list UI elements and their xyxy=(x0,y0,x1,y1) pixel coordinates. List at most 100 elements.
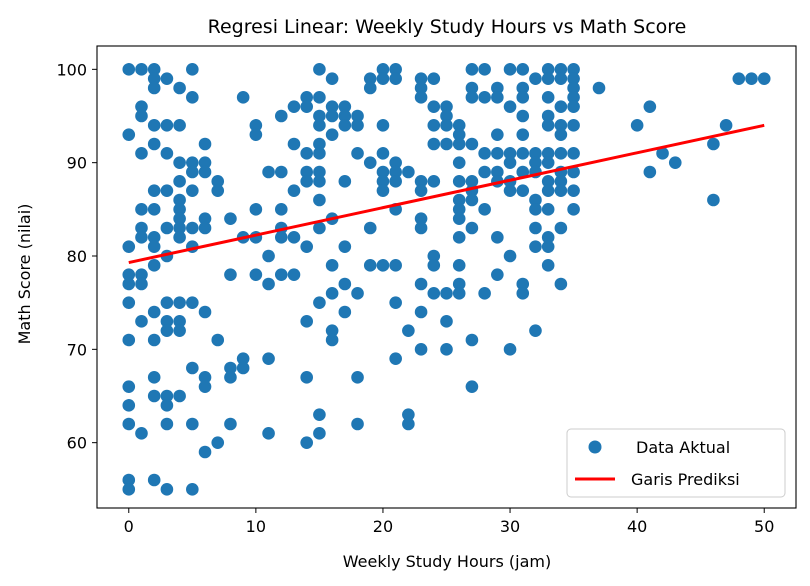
data-point xyxy=(541,203,555,216)
data-point xyxy=(732,72,746,85)
data-point xyxy=(491,231,504,244)
data-point xyxy=(516,81,530,95)
data-point xyxy=(567,63,580,76)
data-point xyxy=(147,389,161,403)
data-point xyxy=(122,380,136,393)
data-point xyxy=(122,63,136,76)
data-point xyxy=(478,91,491,104)
data-point xyxy=(274,109,288,123)
data-point xyxy=(414,212,428,225)
axis-ticks: 0 10 20 30 40 50 60 70 80 90 100 xyxy=(56,60,774,536)
data-point xyxy=(440,109,453,123)
data-point xyxy=(402,417,415,431)
data-point xyxy=(541,109,555,123)
data-point xyxy=(414,91,428,104)
data-point xyxy=(465,63,479,76)
data-point xyxy=(516,128,530,141)
data-point xyxy=(529,147,542,160)
data-point xyxy=(198,445,212,459)
data-point xyxy=(262,352,275,365)
data-point xyxy=(313,221,326,235)
data-point xyxy=(516,277,530,291)
data-point xyxy=(478,287,491,300)
data-point xyxy=(491,91,504,104)
data-point xyxy=(376,63,390,76)
data-point xyxy=(529,240,542,253)
data-point xyxy=(554,63,568,76)
data-point xyxy=(414,277,428,291)
data-point xyxy=(338,100,352,113)
data-point xyxy=(122,333,136,347)
data-point xyxy=(554,277,568,291)
data-point xyxy=(440,287,453,300)
y-tick-label: 70 xyxy=(67,340,87,359)
data-point xyxy=(236,352,250,365)
data-point xyxy=(198,165,212,179)
data-point xyxy=(452,277,466,291)
data-point xyxy=(491,147,504,160)
data-point xyxy=(122,473,136,487)
data-point xyxy=(452,231,466,244)
chart-title: Regresi Linear: Weekly Study Hours vs Ma… xyxy=(208,16,687,38)
data-point xyxy=(478,63,491,76)
legend-label-data-aktual: Data Aktual xyxy=(636,438,730,457)
data-point xyxy=(211,184,225,197)
data-point xyxy=(427,72,441,85)
data-point xyxy=(478,165,491,179)
data-point xyxy=(313,165,326,179)
data-point xyxy=(287,137,301,151)
data-point xyxy=(147,184,161,197)
data-point xyxy=(541,240,555,253)
data-point xyxy=(554,72,568,85)
data-point xyxy=(376,175,390,188)
data-point xyxy=(363,221,377,235)
regression-line xyxy=(128,123,765,264)
data-point xyxy=(503,249,517,263)
data-point xyxy=(173,212,186,225)
data-point xyxy=(529,72,542,85)
data-point xyxy=(313,427,326,440)
data-point xyxy=(249,203,263,216)
data-point xyxy=(389,165,402,179)
data-point xyxy=(656,147,669,160)
data-point xyxy=(402,165,415,179)
data-point xyxy=(465,380,479,393)
regression-line-layer xyxy=(128,123,765,264)
data-point xyxy=(325,72,339,85)
data-point xyxy=(707,137,720,151)
data-point xyxy=(313,63,326,76)
data-point xyxy=(135,268,148,281)
data-point xyxy=(249,119,263,132)
data-point xyxy=(198,305,212,319)
data-point xyxy=(376,165,390,179)
data-point xyxy=(452,137,466,151)
data-point xyxy=(160,221,174,235)
data-point xyxy=(287,100,301,113)
data-point xyxy=(516,287,530,300)
data-point xyxy=(516,165,530,179)
x-tick-label: 40 xyxy=(627,517,647,536)
data-point xyxy=(338,305,352,319)
data-point xyxy=(160,399,174,412)
data-point xyxy=(262,165,275,179)
data-point xyxy=(440,343,453,356)
data-point xyxy=(186,184,199,197)
data-point xyxy=(325,259,339,272)
data-point xyxy=(440,315,453,328)
data-point xyxy=(186,417,199,431)
data-point xyxy=(300,175,314,188)
data-point xyxy=(567,91,580,104)
data-point xyxy=(313,147,326,160)
data-point xyxy=(236,91,250,104)
data-point xyxy=(325,324,339,337)
data-point xyxy=(491,81,504,95)
data-point xyxy=(313,175,326,188)
data-point xyxy=(529,193,542,207)
data-point xyxy=(173,389,186,403)
data-point xyxy=(186,156,199,169)
data-point xyxy=(465,193,479,207)
data-point xyxy=(211,333,225,347)
data-point xyxy=(567,203,580,216)
x-tick-label: 50 xyxy=(754,517,774,536)
